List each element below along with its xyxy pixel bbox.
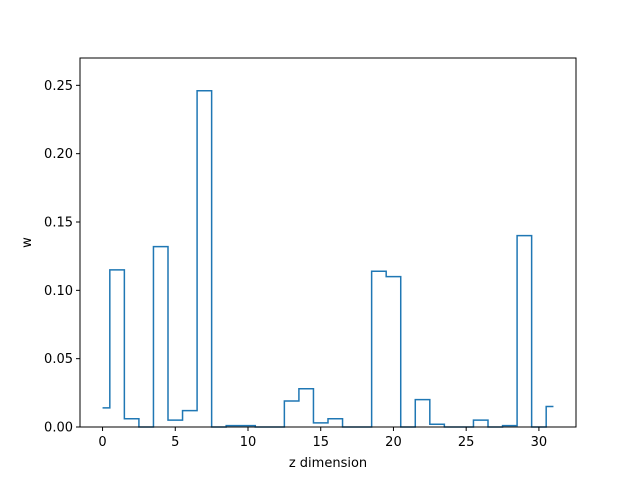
x-tick-label: 30 <box>531 435 548 450</box>
y-tick-label: 0.05 <box>44 352 73 367</box>
y-tick-label: 0.10 <box>44 284 73 299</box>
x-tick-label: 10 <box>240 435 257 450</box>
y-tick-label: 0.00 <box>44 421 73 436</box>
x-tick-label: 20 <box>385 435 402 450</box>
y-tick-label: 0.20 <box>44 147 73 162</box>
y-tick-label: 0.15 <box>44 216 73 231</box>
x-tick-label: 25 <box>458 435 475 450</box>
x-tick-label: 5 <box>171 435 179 450</box>
axes-frame <box>79 57 577 428</box>
series-step-line-0 <box>102 90 554 428</box>
x-axis-label: z dimension <box>289 456 367 471</box>
x-tick-label: 15 <box>312 435 329 450</box>
y-axis-ticks: 0.00 0.05 0.10 0.15 0.20 0.25 <box>44 79 80 436</box>
x-axis-ticks: 0 5 10 15 20 25 30 <box>98 427 547 450</box>
y-tick-label: 0.25 <box>44 79 73 94</box>
x-tick-label: 0 <box>98 435 106 450</box>
y-axis-label: w <box>20 237 35 248</box>
plot-area <box>102 90 554 428</box>
